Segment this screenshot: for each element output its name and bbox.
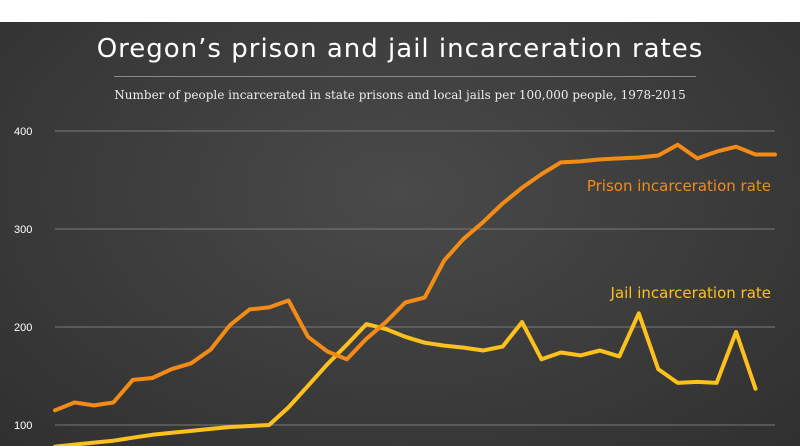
series-annotations: Prison incarceration rate Jail incarcerat… <box>587 177 771 302</box>
chart-subtitle: Number of people incarcerated in state p… <box>114 88 686 102</box>
series-lines <box>53 142 777 446</box>
title-divider <box>114 76 696 77</box>
gridlines <box>55 130 775 426</box>
y-tick-label-200: 200 <box>14 322 32 334</box>
y-axis-ticks: 100 200 300 400 <box>14 126 32 432</box>
jail-series-label: Jail incarceration rate <box>610 284 771 302</box>
jail-rate-line <box>53 311 758 446</box>
prison-series-label: Prison incarceration rate <box>587 177 771 195</box>
y-tick-label-400: 400 <box>14 126 32 138</box>
prison-rate-line <box>53 142 777 413</box>
y-tick-label-300: 300 <box>14 224 32 236</box>
chart-title: Oregon’s prison and jail incarceration r… <box>96 34 704 64</box>
y-tick-label-100: 100 <box>14 420 32 432</box>
